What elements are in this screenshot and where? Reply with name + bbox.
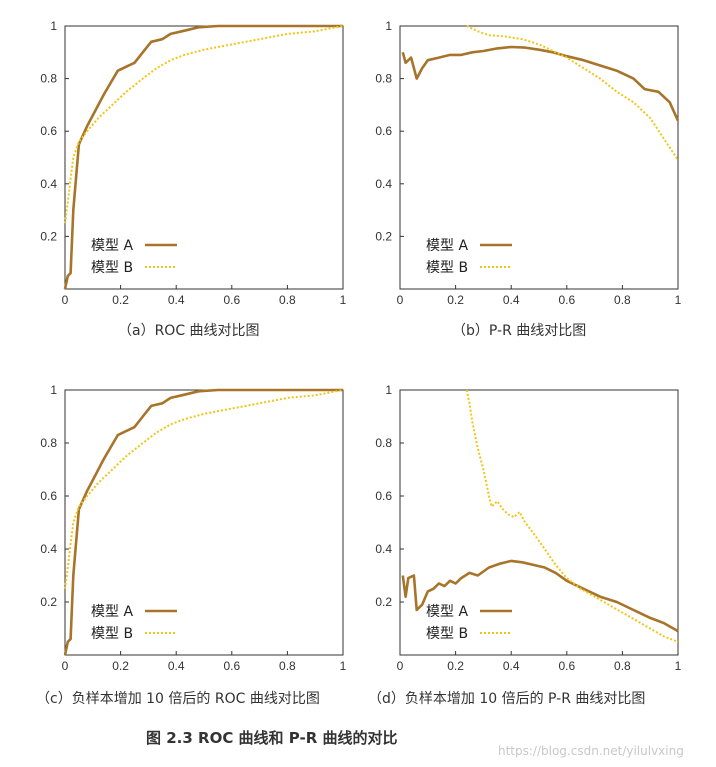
chart-b-series-a-line	[401, 45, 680, 122]
chart-d-caption: （d）负样本增加 10 倍后的 P-R 曲线对比图	[368, 691, 646, 707]
chart-d-xtick-label: 0.2	[447, 659, 464, 673]
chart-c-caption: （c）负样本增加 10 倍后的 ROC 曲线对比图	[36, 691, 320, 707]
chart-d-ytick-label: 0.8	[375, 436, 392, 450]
chart-a-ytick-label: 1	[50, 19, 57, 33]
chart-c-ytick-label: 0.8	[40, 436, 57, 450]
chart-d-legend-label: 模型 A	[426, 604, 468, 620]
chart-a-xtick-label: 0.8	[279, 293, 296, 307]
chart-c-series-a-line	[63, 388, 343, 656]
chart-b-ytick-label: 0.6	[375, 124, 392, 138]
chart-a-xtick-label: 0.4	[168, 293, 185, 307]
watermark: https://blog.csdn.net/yilulvxing	[498, 744, 684, 758]
chart-a: 0 0.2 0.4 0.6 0.8 1 0.2 0.4 0.6 0.8 1 模型 A 模型 B	[40, 19, 346, 307]
chart-d-frame	[399, 389, 679, 656]
chart-a-xtick-label: 1	[340, 293, 347, 307]
chart-b-xtick-label: 0.8	[614, 293, 631, 307]
chart-b-ytick-label: 0.4	[375, 177, 392, 191]
chart-b-legend-label: 模型 A	[426, 238, 468, 254]
chart-a-xtick-label: 0	[62, 293, 69, 307]
chart-a-series-b-line	[64, 25, 344, 224]
chart-d-series-b-line	[465, 389, 679, 643]
chart-d-xtick-label: 0.4	[503, 659, 520, 673]
chart-a-xtick-label: 0.6	[223, 293, 240, 307]
chart-b-series-b-line	[466, 25, 679, 161]
chart-c-ytick-label: 1	[50, 383, 57, 397]
chart-c-ytick-label: 0.2	[40, 595, 57, 609]
chart-a-ytick-label: 0.4	[40, 177, 57, 191]
chart-c-xtick-label: 1	[340, 659, 347, 673]
chart-a-ytick-label: 0.8	[40, 72, 57, 86]
chart-b-ytick-label: 0.8	[375, 72, 392, 86]
chart-b-frame	[399, 25, 679, 290]
chart-a-legend-label: 模型 B	[91, 260, 133, 276]
chart-c-xtick-label: 0.8	[279, 659, 296, 673]
chart-c-ytick-label: 0.6	[40, 489, 57, 503]
chart-c-xtick-label: 0	[62, 659, 69, 673]
chart-b-xtick-label: 0.4	[503, 293, 520, 307]
chart-a-legend-label: 模型 A	[91, 238, 133, 254]
chart-c-legend-label: 模型 A	[91, 604, 133, 620]
chart-a-ytick-label: 0.2	[40, 229, 57, 243]
chart-b-legend-label: 模型 B	[426, 260, 468, 276]
chart-d-ytick-label: 0.6	[375, 489, 392, 503]
chart-d-series-a-line	[401, 559, 679, 633]
chart-c-legend-label: 模型 B	[91, 626, 133, 642]
chart-d-xtick-label: 0.6	[558, 659, 575, 673]
chart-a-series-a-line	[63, 24, 343, 290]
chart-c-xtick-label: 0.4	[168, 659, 185, 673]
chart-c-xtick-label: 0.6	[223, 659, 240, 673]
chart-d-legend-label: 模型 B	[426, 626, 468, 642]
chart-c-series-b-line	[64, 389, 344, 589]
chart-d-xtick-label: 0.8	[614, 659, 631, 673]
chart-b-xtick-label: 0	[397, 293, 404, 307]
chart-b-ytick-label: 1	[385, 19, 392, 33]
chart-d-ytick-label: 0.2	[375, 595, 392, 609]
chart-b-xtick-label: 0.2	[447, 293, 464, 307]
chart-b-ytick-label: 0.2	[375, 229, 392, 243]
chart-a-ytick-label: 0.6	[40, 124, 57, 138]
figure-caption: 图 2.3 ROC 曲线和 P-R 曲线的对比	[146, 729, 398, 747]
chart-d-xtick-label: 1	[675, 659, 682, 673]
chart-a-xtick-label: 0.2	[112, 293, 129, 307]
chart-c-xtick-label: 0.2	[112, 659, 129, 673]
chart-b-caption: （b）P-R 曲线对比图	[452, 323, 587, 339]
chart-c-ytick-label: 0.4	[40, 542, 57, 556]
chart-d-xtick-label: 0	[397, 659, 404, 673]
chart-d: 0 0.2 0.4 0.6 0.8 1 0.2 0.4 0.6 0.8 1 模型 A 模型 B	[375, 383, 681, 673]
chart-d-ytick-label: 0.4	[375, 542, 392, 556]
chart-b: 0 0.2 0.4 0.6 0.8 1 0.2 0.4 0.6 0.8 1 模型 A 模型 B	[375, 19, 681, 307]
chart-d-ytick-label: 1	[385, 383, 392, 397]
chart-b-xtick-label: 1	[675, 293, 682, 307]
chart-c: 0 0.2 0.4 0.6 0.8 1 0.2 0.4 0.6 0.8 1 模型 A 模型 B	[40, 383, 346, 673]
chart-b-xtick-label: 0.6	[558, 293, 575, 307]
chart-a-caption: （a）ROC 曲线对比图	[118, 323, 260, 339]
